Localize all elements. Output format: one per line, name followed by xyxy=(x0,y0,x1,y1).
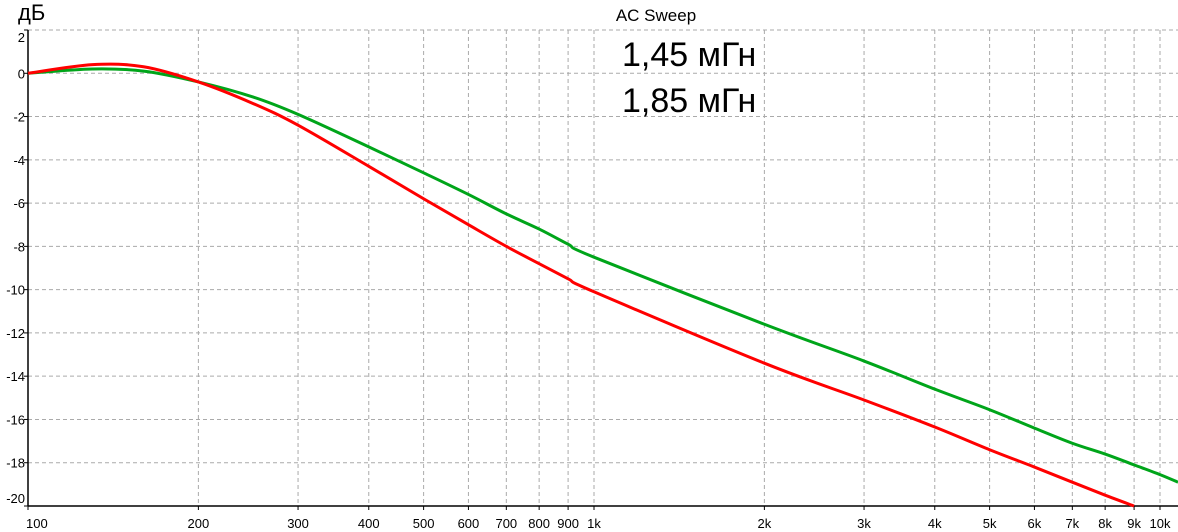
y-tick-label: -8 xyxy=(13,239,25,254)
x-tick-label: 9k xyxy=(1127,516,1141,531)
y-tick-label: -2 xyxy=(13,110,25,125)
x-tick-label: 300 xyxy=(287,516,309,531)
x-tick-label: 200 xyxy=(188,516,210,531)
y-tick-label: -16 xyxy=(6,412,25,427)
y-tick-label: -6 xyxy=(13,196,25,211)
x-tick-label: 600 xyxy=(458,516,480,531)
x-tick-label: 1k xyxy=(587,516,601,531)
y-tick-label: 0 xyxy=(18,66,25,81)
chart-title: AC Sweep xyxy=(616,6,696,25)
x-tick-label: 10k xyxy=(1150,516,1171,531)
x-tick-label: 400 xyxy=(358,516,380,531)
series-line-1 xyxy=(27,67,1178,484)
x-tick-label: 3k xyxy=(857,516,871,531)
x-tick-label: 2k xyxy=(758,516,772,531)
y-tick-label: -12 xyxy=(6,326,25,341)
y-tick-label: -4 xyxy=(13,153,25,168)
x-tick-label: 100 xyxy=(26,516,48,531)
y-tick-label: -18 xyxy=(6,456,25,471)
x-tick-label: 6k xyxy=(1028,516,1042,531)
grid xyxy=(28,29,1178,506)
x-tick-label: 500 xyxy=(413,516,435,531)
legend-entry-2: 1,85 мГн xyxy=(622,82,756,120)
legend-entry-1: 1,45 мГн xyxy=(622,36,756,74)
x-tick-label: 8k xyxy=(1098,516,1112,531)
y-tick-label: -20 xyxy=(6,491,25,506)
y-tick-label: -10 xyxy=(6,283,25,298)
series-lines xyxy=(27,62,1178,508)
x-tick-label: 4k xyxy=(928,516,942,531)
y-axis-label: дБ xyxy=(18,0,45,25)
y-tick-label: 2 xyxy=(18,30,25,45)
series-line-2 xyxy=(27,62,1135,508)
x-tick-label: 800 xyxy=(528,516,550,531)
x-tick-label: 5k xyxy=(983,516,997,531)
y-tick-label: -14 xyxy=(6,369,25,384)
x-tick-label: 7k xyxy=(1065,516,1079,531)
x-tick-label: 900 xyxy=(557,516,579,531)
x-tick-label: 700 xyxy=(495,516,517,531)
